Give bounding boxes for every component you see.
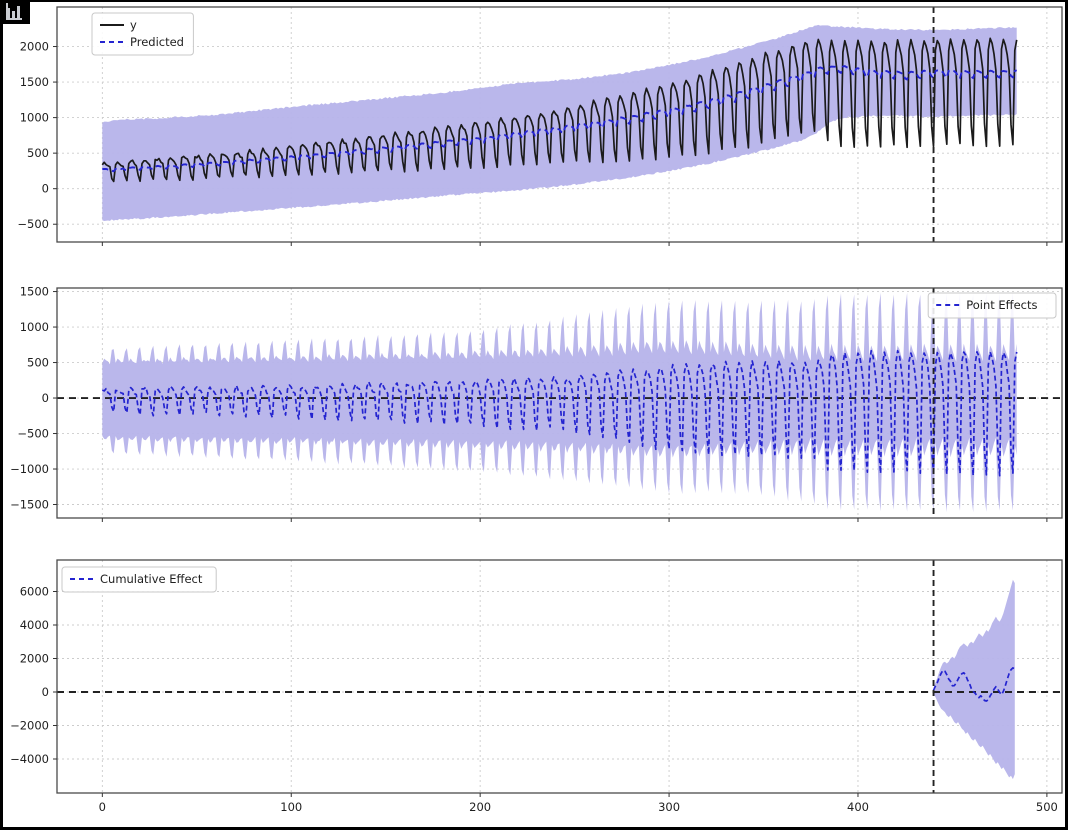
panel-cumulative-effect: −4000 −2000 0 2000 4000 6000 0 100 200 300 400 500 C… [10,559,1063,814]
x-axis-tick-label: 100 [280,800,302,814]
y-axis-tick-label: −4000 [10,752,49,766]
matplotlib-figure: −500 0 500 1000 1500 2000 y Predicted −1500 −1000… [3,2,1065,827]
y-axis-tick-label: 2000 [20,40,49,54]
panel-point-effects: −1500 −1000 −500 0 500 1000 1500 Point Effects [10,285,1063,522]
x-axis-tick-label: 300 [658,800,680,814]
y-axis-tick-label: 0 [42,685,49,699]
axes-spines [56,559,1063,794]
axes-spines [56,6,1063,243]
x-axis-tick-label: 0 [99,800,106,814]
axis-ticks: −4000 −2000 0 2000 4000 6000 0 100 200 300 400 500 [10,584,1058,814]
y-axis-tick-label: 1500 [20,285,49,299]
point-effects-line [101,349,1018,477]
y-axis-tick-label: −500 [17,217,49,231]
predicted-line [102,65,1018,173]
legend-label: y [130,18,137,32]
plot-svg: −5000500100015002000yPredicted−1500−1000… [3,2,1065,827]
y-axis-tick-label: 0 [42,391,49,405]
legend: Cumulative Effect [61,566,217,593]
grid [57,560,1062,793]
y-axis-tick-label: −500 [17,427,49,441]
legend-label: Point Effects [966,298,1037,312]
y-axis-tick-label: 500 [27,146,49,160]
y-axis-tick-label: 1500 [20,75,49,89]
y-axis-tick-label: 500 [27,356,49,370]
y-axis-tick-label: −1000 [10,462,49,476]
y-axis-tick-label: 1000 [20,320,49,334]
y-axis-tick-label: 0 [42,182,49,196]
axes-spines [56,287,1063,519]
confidence-band [933,579,1015,780]
y-axis-tick-label: −1500 [10,498,49,512]
cumulative-effect-line [932,667,1016,702]
legend-label: Cumulative Effect [100,572,203,586]
axis-ticks: −500 0 500 1000 1500 2000 [17,40,1048,246]
x-axis-tick-label: 400 [847,800,869,814]
y-axis-tick-label: −2000 [10,718,49,732]
y-series-line [101,37,1018,183]
y-axis-tick-label: 1000 [20,111,49,125]
x-axis-tick-label: 500 [1036,800,1058,814]
legend-label: Predicted [130,35,184,49]
bar-chart-icon [0,0,30,24]
y-axis-tick-label: 4000 [20,618,49,632]
legend: Point Effects [927,292,1057,319]
axis-ticks: −1500 −1000 −500 0 500 1000 1500 [10,285,1048,522]
y-axis-tick-label: 6000 [20,584,49,598]
legend: y Predicted [91,12,194,56]
x-axis-tick-label: 200 [469,800,491,814]
y-axis-tick-label: 2000 [20,651,49,665]
panel-original: −500 0 500 1000 1500 2000 y Predicted [17,6,1063,246]
